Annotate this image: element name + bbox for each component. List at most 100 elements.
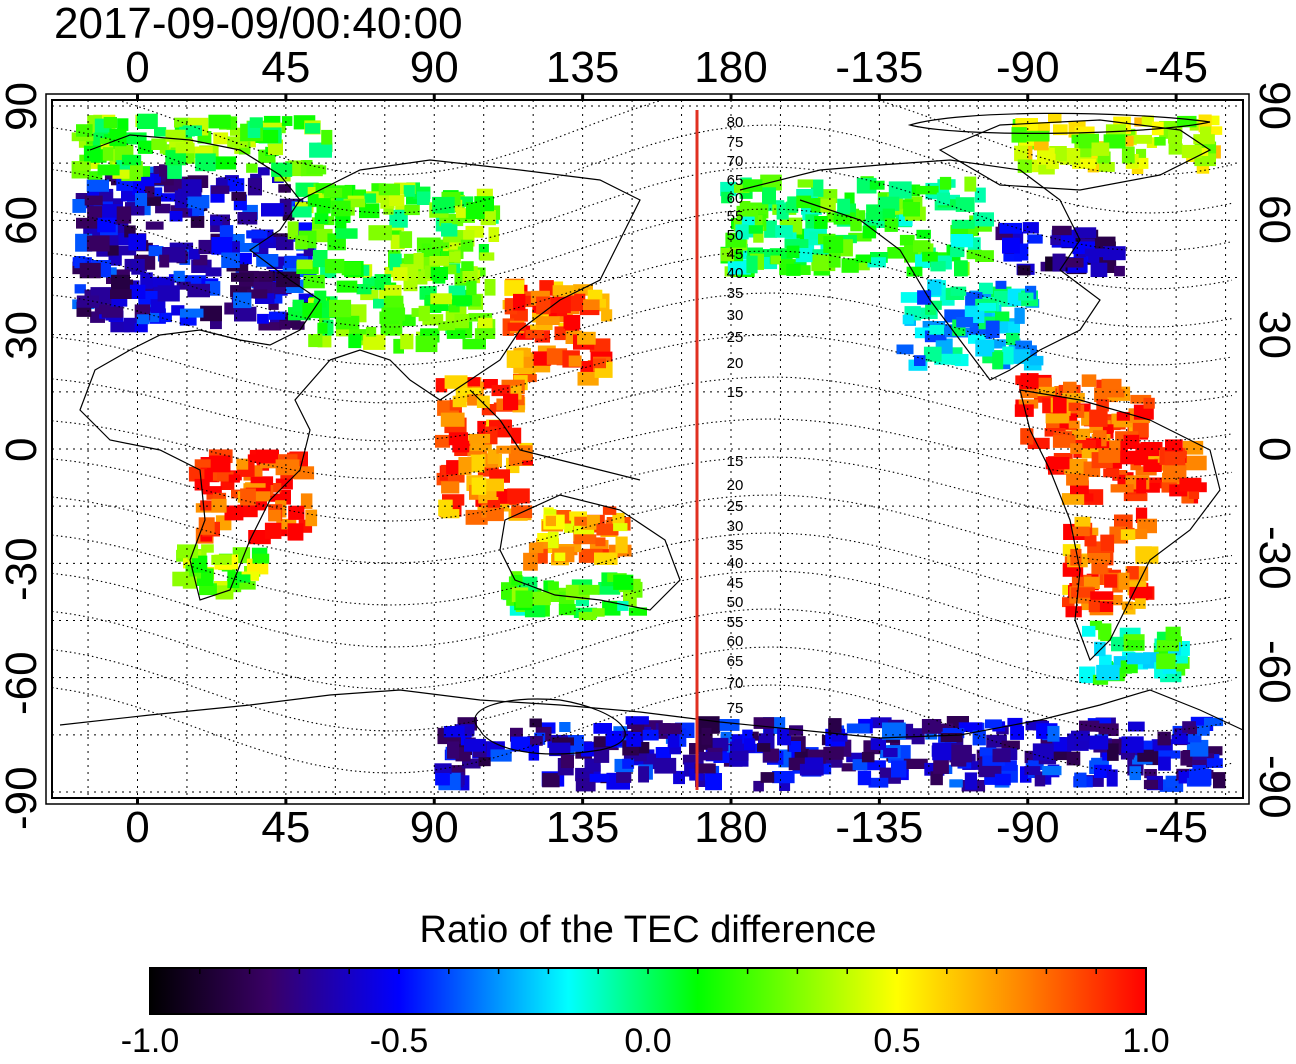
tec-cell	[1107, 743, 1119, 761]
tec-cell	[1143, 779, 1158, 790]
tec-cell	[161, 193, 179, 202]
tec-cell	[491, 384, 510, 397]
tec-cell	[461, 261, 474, 271]
tec-cell	[720, 731, 732, 744]
tec-cell	[999, 760, 1017, 771]
tec-cell	[713, 752, 737, 763]
tec-cell	[316, 198, 331, 214]
tec-cell	[577, 331, 596, 345]
tec-cell	[488, 227, 500, 242]
tec-cell	[447, 741, 459, 759]
longitude-tick-label: 90	[409, 43, 459, 92]
tec-cell	[786, 263, 801, 276]
tec-cell	[1118, 572, 1130, 590]
tec-cell	[87, 171, 103, 180]
tec-cell	[784, 239, 809, 248]
tec-cell	[365, 326, 377, 337]
tec-cell	[458, 457, 472, 475]
tec-cell	[616, 770, 632, 783]
tec-cell	[257, 313, 269, 324]
magnetic-contour	[52, 532, 1233, 606]
latitude-tick-label: 60	[1250, 195, 1296, 245]
tec-cell	[200, 305, 222, 322]
colorbar-tick-label: -0.5	[369, 1022, 429, 1060]
longitude-tick-label: -45	[1144, 803, 1208, 852]
tec-cell	[378, 183, 400, 196]
tec-cell	[464, 738, 486, 752]
tec-cell	[779, 775, 791, 791]
tec-cell	[1070, 443, 1083, 454]
tec-cell	[1042, 765, 1062, 776]
tec-cell	[882, 208, 895, 222]
tec-cell	[979, 282, 993, 294]
magnetic-contour	[52, 570, 1233, 648]
tec-cell	[1036, 122, 1050, 132]
tec-cell	[992, 339, 1006, 349]
tec-cell	[1179, 477, 1202, 492]
tec-cell	[231, 191, 247, 201]
tec-cell	[891, 760, 907, 778]
tec-cell	[796, 189, 814, 199]
tec-cell	[1020, 389, 1038, 399]
tec-cell	[1089, 735, 1109, 750]
tec-cell	[1128, 721, 1145, 732]
tec-cell	[1154, 137, 1166, 146]
tec-cell	[295, 235, 308, 250]
tec-cell	[270, 294, 283, 304]
tec-cell	[899, 234, 915, 246]
tec-cell	[558, 604, 576, 616]
tec-cell	[1136, 148, 1147, 159]
tec-cell	[90, 311, 105, 323]
tec-cell	[336, 280, 358, 293]
tec-cell	[511, 394, 525, 406]
tec-cell	[195, 153, 216, 172]
tec-cell	[1130, 394, 1152, 404]
tec-cell	[192, 205, 205, 216]
tec-cell	[381, 307, 406, 321]
tec-cell	[110, 321, 130, 333]
tec-cell	[1096, 664, 1120, 681]
tec-cell	[452, 441, 470, 453]
coastline-north-america	[739, 159, 1101, 381]
tec-cell	[465, 202, 485, 219]
tec-cell	[535, 316, 560, 325]
tec-cell	[1084, 248, 1109, 257]
longitude-tick-label: 180	[694, 43, 768, 92]
tec-cell	[1213, 772, 1226, 789]
contour-label: 15	[727, 453, 744, 470]
tec-cell	[1045, 457, 1070, 470]
tec-cell	[434, 763, 452, 775]
tec-cell	[1063, 381, 1077, 393]
tec-cell	[667, 734, 680, 748]
tec-cell	[902, 314, 914, 325]
magnetic-contour	[52, 608, 1233, 690]
tec-cell	[1094, 641, 1106, 657]
tec-cell	[1107, 595, 1123, 606]
tec-cell	[810, 179, 824, 197]
tec-cell	[1018, 399, 1039, 409]
latitude-tick-label: 0	[0, 437, 46, 462]
tec-cell	[431, 239, 450, 249]
tec-cell	[1075, 245, 1086, 264]
map-timestamp: 2017-09-09/00:40:00	[54, 0, 463, 48]
tec-cell	[237, 574, 251, 583]
coastline-australia	[499, 494, 681, 611]
tec-cell	[1100, 623, 1112, 642]
tec-cell	[1064, 458, 1088, 475]
tec-cell	[335, 228, 358, 239]
tec-cell	[477, 420, 489, 435]
tec-cell	[1073, 227, 1097, 239]
contour-label: 50	[727, 227, 744, 244]
tec-cell	[566, 293, 586, 312]
tec-cell	[335, 315, 360, 330]
tec-cell	[1088, 253, 1106, 263]
tec-cell	[887, 247, 906, 259]
tec-cell	[734, 184, 750, 193]
tec-cell	[888, 181, 912, 199]
tec-cell	[569, 511, 587, 521]
tec-cell	[1053, 124, 1068, 136]
tec-cell	[228, 474, 240, 483]
tec-cell	[593, 723, 612, 734]
tec-cell	[1136, 478, 1147, 494]
